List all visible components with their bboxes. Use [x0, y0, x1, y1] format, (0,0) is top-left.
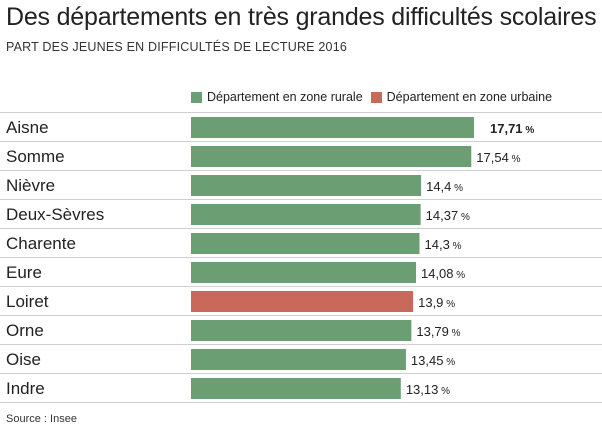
value-label-indre: 13,13 %	[406, 382, 450, 397]
bar-somme	[191, 146, 472, 167]
category-label-somme: Somme	[6, 147, 65, 166]
category-label-orne: Orne	[6, 321, 44, 340]
value-label-charente: 14,3 %	[425, 237, 462, 252]
value-label-nievre: 14,4 %	[426, 179, 463, 194]
value-label-somme: 17,54 %	[476, 150, 520, 165]
bar-aisne	[191, 117, 474, 138]
category-label-oise: Oise	[6, 350, 41, 369]
category-label-eure: Eure	[6, 263, 42, 282]
chart-title: Des départements en très grandes difficu…	[6, 3, 597, 31]
value-label-orne: 13,79 %	[416, 324, 460, 339]
chart-subtitle: PART DES JEUNES EN DIFFICULTÉS DE LECTUR…	[6, 40, 347, 54]
bar-oise	[191, 349, 406, 370]
category-label-loiret: Loiret	[6, 292, 49, 311]
legend-label-rural: Département en zone rurale	[207, 90, 363, 104]
legend-item-rural: Département en zone rurale	[191, 90, 363, 104]
value-label-eure: 14,08 %	[421, 266, 465, 281]
category-label-deux-sevres: Deux-Sèvres	[6, 205, 104, 224]
bar-deux-sevres	[191, 204, 421, 225]
bar-indre	[191, 378, 401, 399]
legend-swatch-urbain	[370, 91, 382, 103]
category-label-charente: Charente	[6, 234, 76, 253]
bar-nievre	[191, 175, 422, 196]
legend-swatch-rural	[191, 91, 202, 103]
bar-chart: Aisne 17,71 % Somme 17,54 % Nièvre 14,4 % Deux…	[0, 112, 602, 403]
value-label-oise: 13,45 %	[411, 353, 455, 368]
category-label-indre: Indre	[6, 379, 45, 398]
bar-loiret	[191, 291, 414, 312]
category-label-nievre: Nièvre	[6, 176, 55, 195]
source-note: Source : Insee	[6, 413, 77, 425]
value-label-deux-sevres: 14,37 %	[426, 208, 470, 223]
bar-eure	[191, 262, 416, 283]
value-label-loiret: 13,9 %	[418, 295, 455, 310]
legend-label-urbain: Département en zone urbaine	[386, 90, 553, 104]
legend-item-urbain: Département en zone urbaine	[370, 90, 553, 104]
bar-orne	[191, 320, 412, 341]
category-label-aisne: Aisne	[6, 118, 49, 137]
legend: Département en zone rurale Département e…	[191, 90, 560, 104]
value-label-aisne: 17,71 %	[490, 121, 534, 136]
bar-charente	[191, 233, 420, 254]
